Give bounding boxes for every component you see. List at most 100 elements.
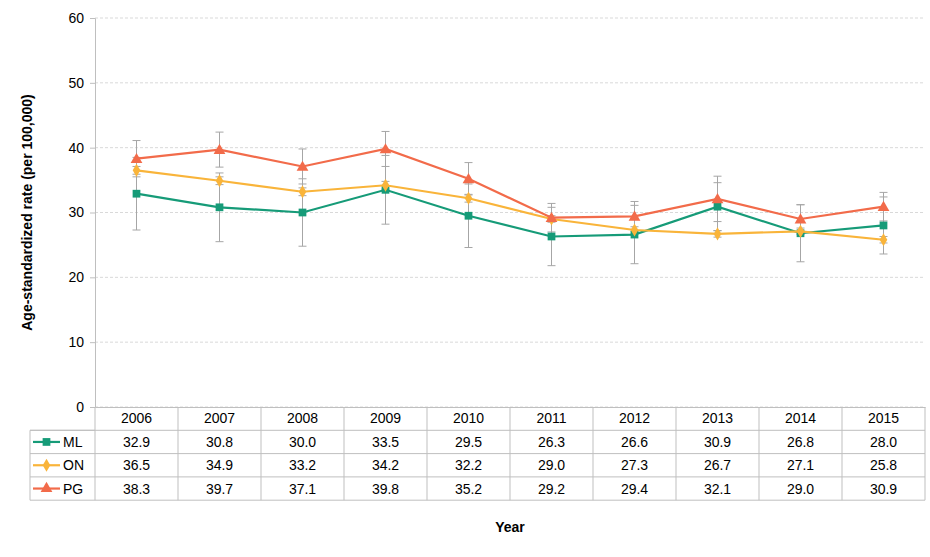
table-col-line	[593, 407, 594, 500]
y-tick-label: 0	[76, 399, 84, 415]
table-row: ON36.534.933.234.232.229.027.326.727.125…	[33, 457, 897, 473]
table-value: 32.2	[455, 457, 482, 473]
table-value: 26.7	[704, 457, 731, 473]
y-tick-mark	[90, 407, 95, 408]
marker	[214, 144, 226, 154]
table-row-line	[30, 430, 95, 431]
marker	[631, 223, 639, 236]
plot-area	[131, 131, 890, 265]
marker	[880, 233, 888, 246]
table-value: 30.9	[704, 434, 731, 450]
legend-label: ON	[63, 457, 84, 473]
grid-line	[95, 18, 925, 19]
table-value: 34.9	[206, 457, 233, 473]
marker	[465, 192, 473, 205]
x-tick: 2014	[785, 407, 816, 426]
series-line	[137, 149, 884, 219]
y-tick: 40	[68, 140, 95, 156]
marker	[714, 227, 722, 240]
marker	[548, 233, 556, 241]
grid	[95, 18, 925, 407]
x-tick-label: 2006	[121, 410, 152, 426]
table-row-line	[30, 476, 925, 477]
y-tick-mark	[90, 213, 95, 214]
x-tick: 2011	[536, 407, 566, 426]
legend-marker	[43, 459, 51, 472]
table-col-line	[344, 407, 345, 500]
data-table: ML32.930.830.033.529.526.326.630.926.828…	[30, 407, 925, 500]
marker	[465, 212, 473, 220]
table-value: 26.8	[787, 434, 814, 450]
x-tick-label: 2015	[868, 410, 899, 426]
error-bars	[133, 155, 888, 265]
table-value: 26.3	[538, 434, 565, 450]
x-tick-label: 2014	[785, 410, 816, 426]
table-row-line	[30, 500, 925, 501]
table-col-line	[178, 407, 179, 500]
table-col-line	[925, 407, 926, 500]
table-col-line	[261, 407, 262, 500]
table-value: 26.6	[621, 434, 648, 450]
y-tick-mark	[90, 18, 95, 19]
marker	[133, 164, 141, 177]
x-tick-label: 2009	[370, 410, 401, 426]
table-value: 29.5	[455, 434, 482, 450]
table-row-line	[30, 430, 925, 431]
y-tick: 0	[76, 399, 95, 415]
legend-label: PG	[63, 481, 83, 497]
marker	[299, 185, 307, 198]
table-col-line	[510, 407, 511, 500]
x-tick-label: 2008	[287, 410, 318, 426]
table-col-line	[759, 407, 760, 500]
x-tick-label: 2010	[453, 410, 484, 426]
marker	[714, 203, 722, 211]
table-row: ML32.930.830.033.529.526.326.630.926.828…	[33, 434, 897, 450]
table-value: 30.9	[870, 481, 897, 497]
table-value: 29.2	[538, 481, 565, 497]
y-tick-mark	[90, 277, 95, 278]
x-tick: 2010	[453, 407, 484, 426]
table-value: 35.2	[455, 481, 482, 497]
table-value: 29.0	[538, 457, 565, 473]
marker	[299, 209, 307, 217]
marker	[463, 173, 475, 183]
error-bar	[465, 184, 473, 248]
marker	[546, 212, 558, 222]
y-tick-mark	[90, 148, 95, 149]
table-value: 32.9	[123, 434, 150, 450]
table-value: 29.0	[787, 481, 814, 497]
marker	[297, 161, 309, 171]
x-tick: 2008	[287, 407, 318, 426]
y-tick-label: 30	[68, 204, 84, 220]
table-value: 27.3	[621, 457, 648, 473]
x-tick-label: 2011	[536, 410, 566, 426]
marker	[216, 174, 224, 187]
marker	[629, 211, 641, 221]
y-tick-label: 10	[68, 334, 84, 350]
x-tick: 2013	[702, 407, 733, 426]
error-bar	[216, 173, 224, 242]
y-tick-label: 20	[68, 269, 84, 285]
y-tick-label: 50	[68, 75, 84, 91]
y-tick-label: 40	[68, 140, 84, 156]
y-tick-label: 60	[68, 10, 84, 26]
table-value: 28.0	[870, 434, 897, 450]
grid-line	[95, 277, 925, 278]
table-value: 27.1	[787, 457, 814, 473]
legend-marker	[43, 438, 51, 446]
x-tick: 2009	[370, 407, 401, 426]
table-value: 39.8	[372, 481, 399, 497]
table-col-line	[95, 407, 96, 500]
table-value: 30.8	[206, 434, 233, 450]
series-pg	[131, 143, 890, 223]
table-value: 29.4	[621, 481, 648, 497]
table-col-line	[842, 407, 843, 500]
grid-line	[95, 342, 925, 343]
error-bars	[133, 166, 888, 243]
y-tick-mark	[90, 83, 95, 84]
y-tick: 10	[68, 334, 95, 350]
y-tick-mark	[90, 342, 95, 343]
legend-marker	[41, 482, 53, 492]
x-tick: 2012	[619, 407, 650, 426]
y-tick: 60	[68, 10, 95, 26]
